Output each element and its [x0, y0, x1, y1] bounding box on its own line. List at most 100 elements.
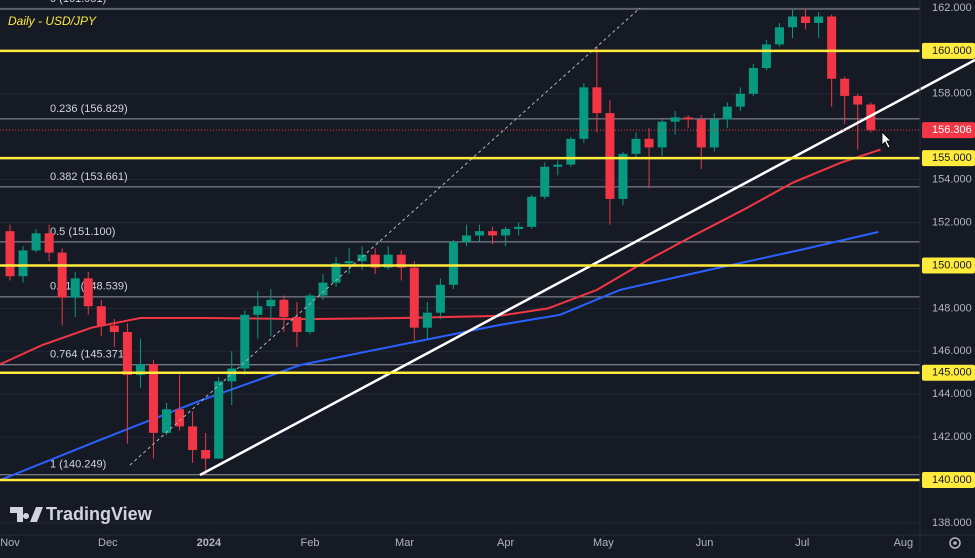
x-tick-label: Apr — [497, 537, 514, 549]
y-tick-label: 148.000 — [932, 302, 972, 314]
candle-body — [109, 325, 119, 332]
candle-body — [331, 263, 341, 283]
candles-layer — [5, 9, 876, 475]
y-tick-label: 152.000 — [932, 216, 972, 228]
y-tick-label: 162.000 — [932, 2, 972, 14]
candle-body — [409, 267, 419, 328]
candle-body — [148, 364, 158, 433]
fib-label: 0 (161.951) — [50, 0, 106, 5]
settings-gear[interactable] — [949, 537, 961, 549]
candle-body — [461, 235, 471, 242]
candle-body — [370, 254, 380, 268]
level-label: 145.000 — [932, 367, 972, 379]
y-tick-label: 154.000 — [932, 174, 972, 186]
candle-body — [683, 117, 693, 120]
trendline — [199, 58, 975, 477]
candle-body — [748, 68, 758, 94]
candle-body — [383, 254, 393, 268]
candle-body — [774, 27, 784, 45]
fib-label: 0.764 (145.371) — [50, 349, 128, 361]
candle-body — [5, 231, 15, 277]
candle-body — [162, 409, 172, 433]
candle-body — [448, 241, 458, 285]
candle-body — [761, 44, 771, 69]
x-tick-label: Dec — [98, 537, 118, 549]
candle-body — [827, 16, 837, 79]
settings-center[interactable] — [953, 541, 957, 545]
axes-layer: 162.000 158.000 154.000 152.000 148.000 146.0… — [0, 2, 972, 549]
candle-body — [709, 119, 719, 148]
candle-body — [344, 261, 354, 264]
candle-body — [488, 231, 498, 236]
level-label: 150.000 — [932, 259, 972, 271]
candle-body — [266, 299, 276, 307]
candle-body — [201, 450, 211, 459]
y-tick-label: 158.000 — [932, 88, 972, 100]
level-tag — [922, 42, 975, 59]
candle-body — [579, 87, 589, 139]
candle-body — [657, 121, 667, 148]
candle-body — [227, 368, 237, 382]
y-tick-label: 146.000 — [932, 345, 972, 357]
candle-body — [527, 196, 537, 227]
last-price-tag — [922, 122, 975, 139]
cursor — [881, 131, 892, 149]
candle-body — [305, 295, 315, 332]
fib-label: 0.5 (151.100) — [50, 226, 115, 238]
candle-body — [396, 254, 406, 268]
candle-body — [696, 119, 706, 148]
candle-body — [501, 228, 511, 236]
candle-body — [175, 409, 185, 427]
levels-layer: 160.000 155.000 150.000 145.000 140.000 156.3… — [0, 42, 975, 489]
candle-body — [853, 95, 863, 105]
fibonacci-layer: 0 (161.951) 0.236 (156.829) 0.382 (153.661… — [0, 0, 920, 476]
candle-body — [83, 278, 93, 307]
diagonal-dashed — [129, 7, 641, 466]
candle-body — [514, 226, 524, 229]
candle-body — [788, 16, 798, 28]
candle-body — [240, 314, 250, 369]
candle-body — [44, 233, 54, 253]
candle-body — [70, 278, 80, 298]
x-tick-label: 2024 — [197, 537, 222, 549]
watermark: TradingView — [10, 504, 153, 524]
x-tick-label: Nov — [0, 537, 20, 549]
candle-body — [214, 381, 224, 459]
x-tick-label: Aug — [894, 537, 914, 549]
level-tag — [922, 257, 975, 274]
candle-body — [188, 426, 198, 451]
candle-body — [801, 16, 811, 23]
fib-label: 1 (140.249) — [50, 459, 106, 471]
level-label: 140.000 — [932, 474, 972, 486]
candle-body — [553, 164, 563, 167]
candle-body — [57, 252, 67, 298]
watermark-text: TradingView — [46, 504, 153, 524]
candle-body — [96, 306, 106, 326]
y-tick-label: 144.000 — [932, 388, 972, 400]
level-tag — [922, 472, 975, 489]
x-tick-label: May — [593, 537, 614, 549]
candle-body — [722, 106, 732, 120]
x-tick-label: Jun — [696, 537, 714, 549]
candle-body — [435, 284, 445, 313]
settings-icon[interactable] — [949, 537, 961, 549]
candle-body — [475, 231, 485, 236]
candle-body — [18, 250, 28, 277]
candle-body — [253, 306, 263, 315]
fib-label: 0.236 (156.829) — [50, 103, 128, 115]
candle-body — [357, 254, 367, 262]
candle-body — [814, 16, 824, 23]
chart-title: Daily - USD/JPY — [8, 14, 97, 28]
candle-body — [592, 87, 602, 114]
level-tag — [922, 150, 975, 167]
candle-body — [605, 113, 615, 199]
candle-body — [318, 282, 328, 296]
level-label: 155.000 — [932, 152, 972, 164]
x-tick-label: Jul — [795, 537, 809, 549]
candle-body — [618, 153, 628, 199]
moving-average — [0, 148, 881, 366]
y-tick-label: 138.000 — [932, 517, 972, 529]
